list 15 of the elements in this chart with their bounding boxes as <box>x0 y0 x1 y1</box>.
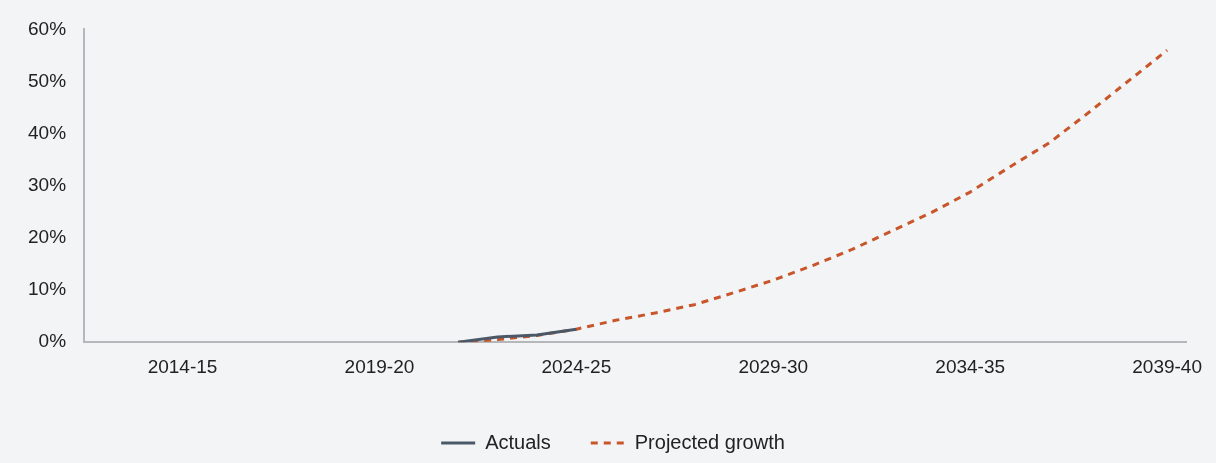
x-tick-label: 2039-40 <box>1132 355 1202 377</box>
y-tick-label: 20% <box>28 226 67 248</box>
y-tick-label: 0% <box>38 330 67 352</box>
x-tick-label: 2029-30 <box>738 355 809 377</box>
y-tick-label: 30% <box>28 174 67 196</box>
y-tick-label: 10% <box>28 278 67 300</box>
x-tick-label: 2019-20 <box>344 355 415 377</box>
y-tick-label: 60% <box>28 17 67 39</box>
x-tick-label: 2014-15 <box>147 355 218 377</box>
legend-label: Actuals <box>485 430 551 453</box>
x-tick-label: 2024-25 <box>541 355 612 377</box>
y-tick-label: 50% <box>28 69 67 91</box>
x-tick-label: 2034-35 <box>935 355 1006 377</box>
legend-label: Projected growth <box>634 430 785 453</box>
y-tick-label: 40% <box>28 121 67 143</box>
